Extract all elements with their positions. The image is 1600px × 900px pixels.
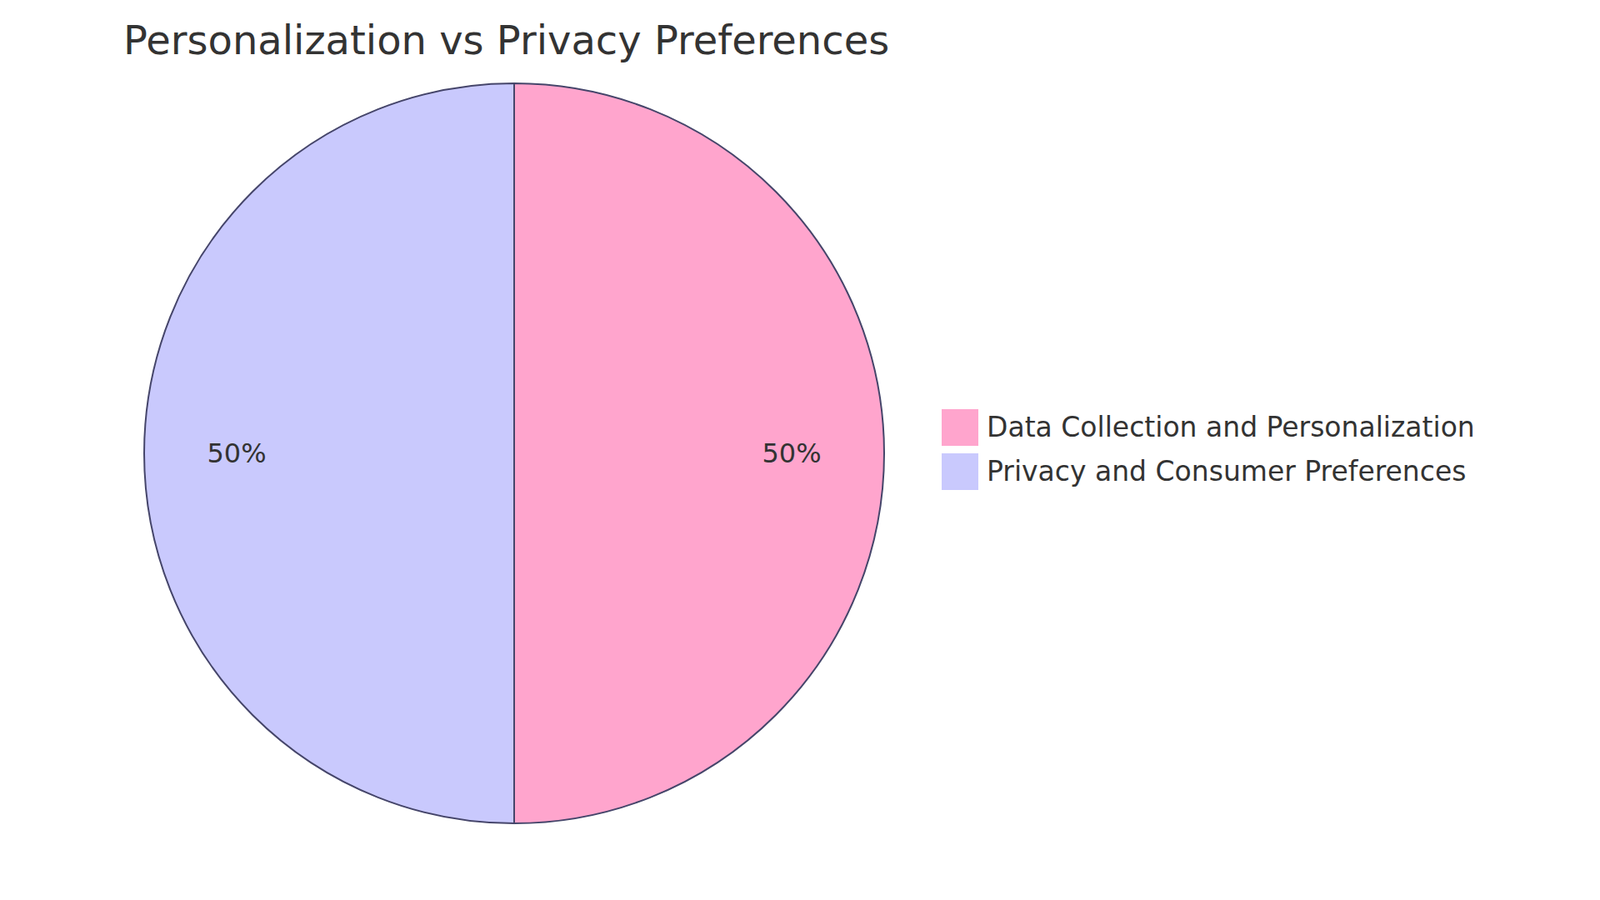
svg-text:50%: 50%: [206, 437, 266, 470]
svg-text:50%: 50%: [761, 437, 821, 470]
html-text:Personalization vs Privacy Pre: Personalization vs Privacy Preferences: [123, 16, 890, 64]
html-text:Privacy and Consumer Preferenc: Privacy and Consumer Preferences: [986, 455, 1467, 488]
html-text:Data Collection and Personaliz: Data Collection and Personalization: [986, 410, 1475, 444]
